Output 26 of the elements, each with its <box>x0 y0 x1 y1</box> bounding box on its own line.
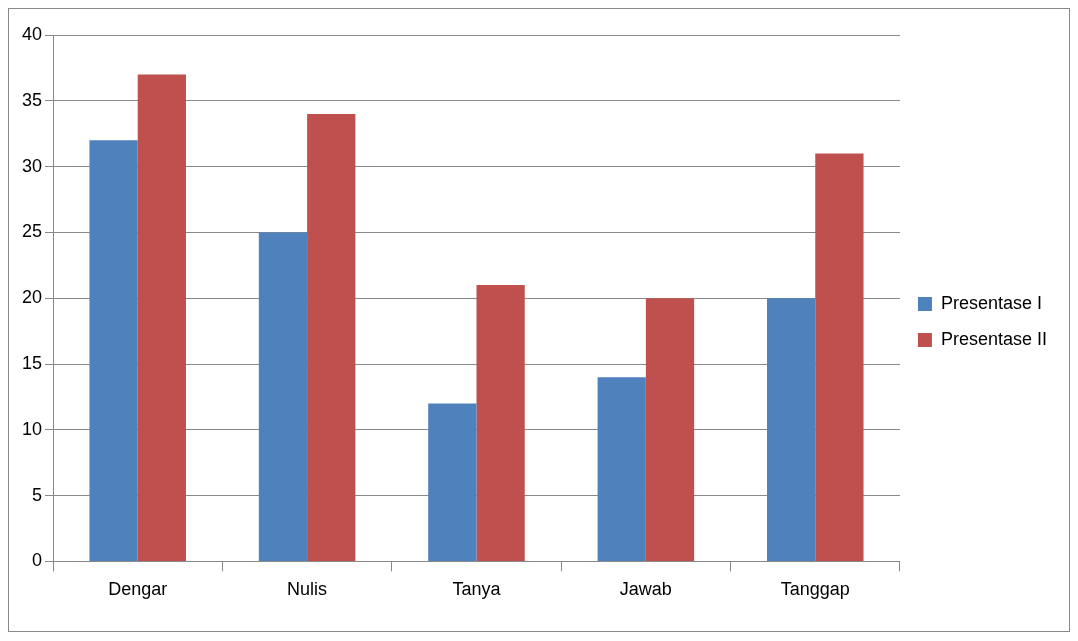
y-tick-label: 40 <box>21 23 43 44</box>
y-tick-label: 25 <box>21 221 43 242</box>
bar <box>766 298 816 561</box>
y-tick-label: 15 <box>21 352 43 373</box>
y-tick-label: 35 <box>21 89 43 110</box>
legend-label: Presentase II <box>940 328 1047 349</box>
legend-label: Presentase I <box>940 292 1042 313</box>
y-tick-label: 30 <box>21 155 43 176</box>
bar <box>258 232 308 561</box>
x-tick-label: Tanggap <box>780 579 850 600</box>
bar <box>89 140 138 561</box>
x-tick-label: Tanya <box>452 579 502 600</box>
y-tick-label: 20 <box>21 287 43 308</box>
bar <box>476 285 525 561</box>
x-tick-label: Dengar <box>108 579 168 600</box>
y-tick-label: 10 <box>21 418 43 439</box>
bar <box>137 74 186 561</box>
y-tick-label: 5 <box>32 484 43 505</box>
x-tick-label: Nulis <box>287 579 328 600</box>
bar <box>645 298 695 561</box>
y-tick-label: 0 <box>32 550 43 571</box>
bar <box>307 113 356 561</box>
bar <box>815 153 864 561</box>
bar <box>428 403 477 561</box>
x-tick-label: Jawab <box>619 579 672 600</box>
bar <box>597 377 646 561</box>
